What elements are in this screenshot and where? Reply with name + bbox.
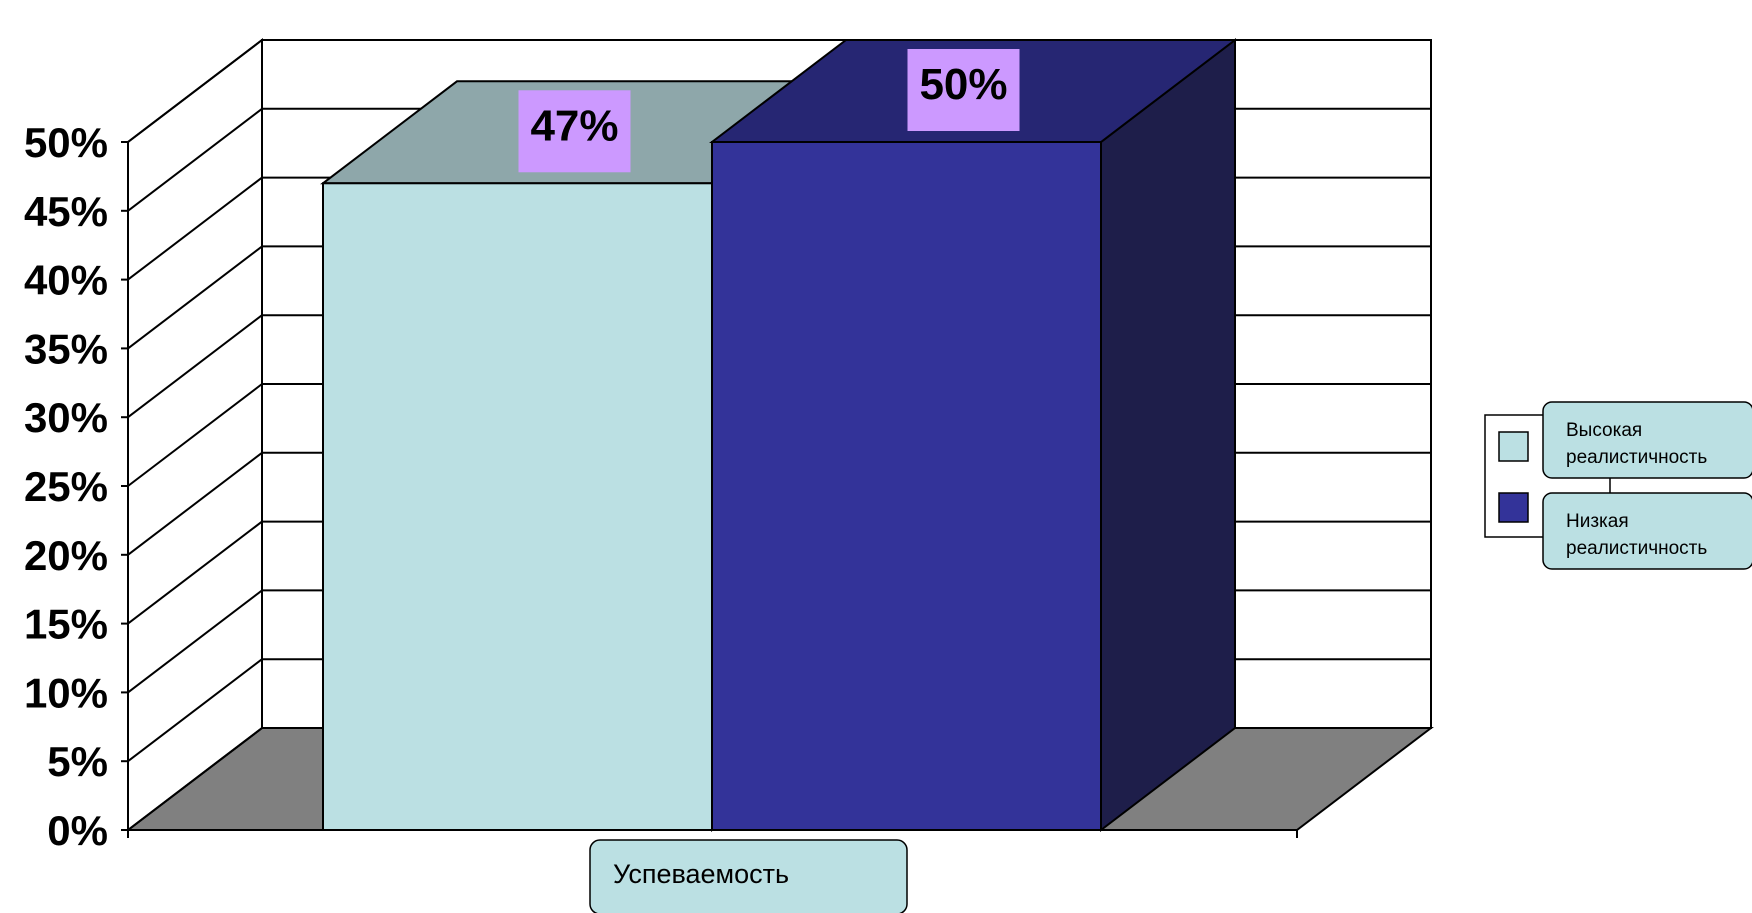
gridline-side — [127, 39, 263, 143]
gridline-side — [127, 383, 263, 487]
gridline-side — [127, 658, 263, 762]
data-label-box — [518, 90, 631, 173]
bar-side — [1100, 37, 1236, 833]
legend-swatch-low — [1498, 492, 1529, 523]
legend: Высокая реалистичность Низкая реалистичн… — [1484, 401, 1752, 570]
bar-front — [322, 182, 713, 831]
legend-label-high: Высокая реалистичность — [1566, 420, 1707, 468]
legend-swatch-high — [1498, 431, 1529, 462]
y-tick-label: 20% — [24, 532, 108, 579]
category-label-box — [589, 839, 908, 913]
legend-callout-low — [1542, 492, 1752, 570]
data-label: 47% — [530, 101, 618, 150]
y-tick-label: 50% — [24, 119, 108, 166]
y-tick-label: 0% — [47, 807, 108, 854]
category-label: Успеваемость — [613, 859, 789, 889]
bar-front — [711, 141, 1102, 831]
legend-callout-high — [1542, 401, 1752, 479]
gridline-side — [127, 452, 263, 556]
data-label: 50% — [919, 60, 1007, 109]
category-axis: Успеваемость — [589, 839, 908, 913]
gridline-side — [127, 108, 263, 212]
gridline-side — [127, 245, 263, 350]
data-label-box — [907, 49, 1020, 131]
gridline-side — [127, 520, 263, 625]
data-labels: 47% 50% — [518, 49, 1020, 173]
y-tick-label: 35% — [24, 325, 108, 372]
y-tick-label: 40% — [24, 257, 108, 304]
gridline-side — [127, 727, 263, 831]
gridline-side — [127, 589, 263, 694]
y-tick-label: 5% — [47, 738, 108, 785]
y-tick-label: 30% — [24, 394, 108, 441]
y-tick-label: 25% — [24, 463, 108, 510]
bars — [320, 37, 1238, 833]
y-tick-label: 10% — [24, 669, 108, 716]
legend-label-low: Низкая реалистичность — [1566, 511, 1707, 559]
y-tick-label: 45% — [24, 188, 108, 235]
gridline-side — [127, 176, 263, 281]
y-tick-label: 15% — [24, 601, 108, 648]
gridline-side — [127, 314, 263, 418]
